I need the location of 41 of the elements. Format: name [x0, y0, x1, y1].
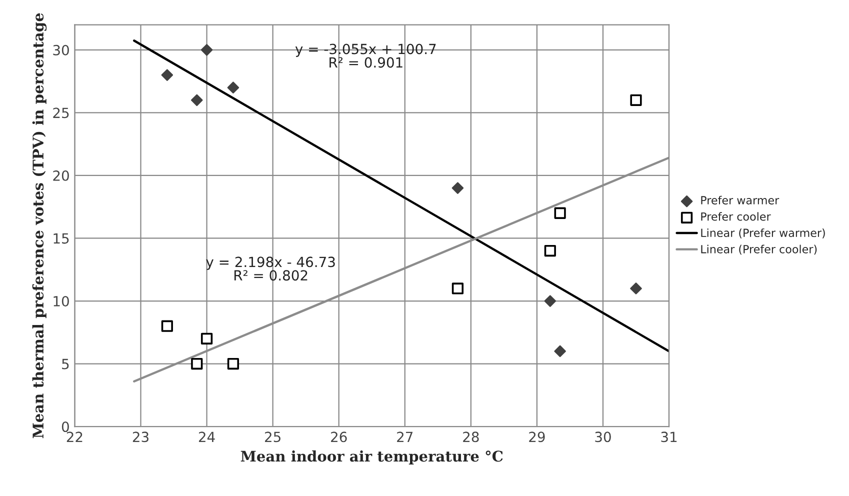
y-tick-label: 20 — [53, 170, 69, 181]
y-tick-label: 15 — [54, 233, 69, 244]
point — [161, 320, 173, 332]
point — [544, 244, 556, 257]
annotation: y = -3.055x + 100.7 R² = 0.901 — [295, 44, 436, 68]
point — [630, 94, 642, 106]
x-tick-label: 25 — [264, 432, 280, 442]
x-tick-label: 23 — [132, 432, 148, 442]
annotation: y = 2.198x - 46.73 R² = 0.802 — [206, 256, 335, 281]
y-axis-title: Mean thermal preference votes (TPV) in percentage — [32, 13, 47, 438]
y-tick-label: 25 — [53, 108, 69, 118]
y-tick-label: 5 — [62, 358, 69, 370]
x-tick-label: 31 — [661, 432, 677, 442]
point — [544, 295, 556, 307]
point — [452, 282, 464, 294]
x-tick-label: 26 — [331, 432, 347, 442]
point — [200, 44, 213, 56]
point — [190, 94, 203, 106]
point — [630, 282, 642, 294]
point — [161, 69, 174, 81]
point — [554, 345, 566, 358]
x-tick-label: 24 — [198, 432, 215, 442]
point — [227, 358, 240, 370]
x-axis-title: Mean indoor air temperature °C — [240, 450, 503, 465]
x-tick-label: 30 — [595, 432, 611, 442]
y-tick-label: 10 — [54, 296, 69, 306]
point — [227, 82, 240, 94]
y-tick-label: 0 — [62, 422, 69, 432]
point — [452, 182, 464, 194]
legend-label: Linear (Prefer warmer) — [701, 228, 825, 238]
x-tick-label: 27 — [397, 432, 413, 442]
legend-label: Prefer warmer — [701, 196, 780, 204]
y-tick-label: 30 — [53, 44, 69, 56]
point — [191, 358, 203, 370]
legend-label: Prefer cooler — [701, 212, 771, 221]
x-tick-label: 22 — [66, 432, 82, 442]
point — [200, 332, 213, 344]
point — [554, 207, 566, 219]
x-tick-label: 28 — [463, 432, 479, 442]
x-tick-label: 29 — [529, 432, 545, 442]
legend-label: Linear (Prefer cooler) — [701, 244, 817, 255]
